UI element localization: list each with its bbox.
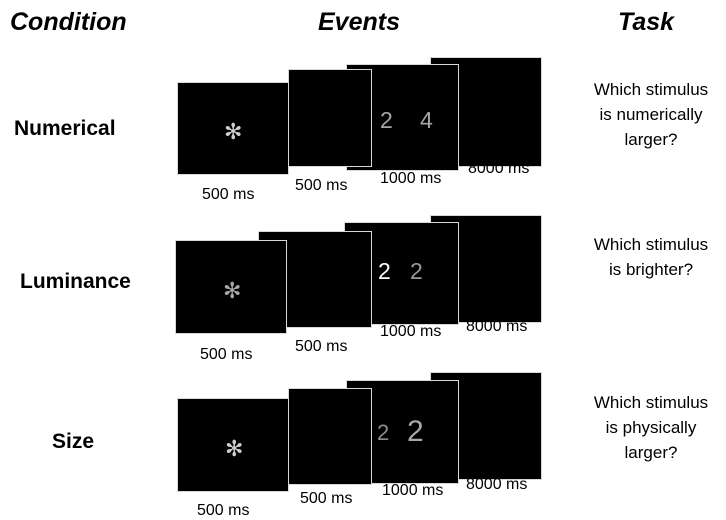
duration-blank: 500 ms <box>295 177 348 194</box>
task-line: Which stimulus <box>593 393 709 412</box>
duration-fixation: 500 ms <box>197 502 250 519</box>
stimulus-right-digit: 2 <box>410 258 423 284</box>
screen-fixation-luminance: ✻ <box>175 240 287 334</box>
duration-blank: 500 ms <box>295 338 348 355</box>
stimulus-left-digit: 2 <box>380 107 393 133</box>
condition-label-numerical: Numerical <box>14 117 116 140</box>
task-text-numerical: Which stimulus is numerically larger? <box>576 77 726 152</box>
duration-stimulus: 1000 ms <box>380 323 442 340</box>
duration-response: 8000 ms <box>466 318 528 335</box>
stimulus-right-digit: 2 <box>407 415 424 448</box>
stimulus-left-digit: 2 <box>378 258 391 284</box>
task-line: larger? <box>624 443 678 462</box>
screen-blank-interval-size <box>288 388 372 485</box>
task-line: is physically <box>605 418 697 437</box>
screen-fixation-numerical: ✻ <box>177 82 289 175</box>
task-text-size: Which stimulus is physically larger? <box>576 390 726 465</box>
duration-fixation: 500 ms <box>202 186 255 203</box>
duration-stimulus: 1000 ms <box>380 170 442 187</box>
duration-blank: 500 ms <box>300 490 353 507</box>
screen-fixation-size: ✻ <box>177 398 289 492</box>
duration-response: 8000 ms <box>468 160 530 177</box>
condition-label-luminance: Luminance <box>20 270 131 293</box>
duration-fixation: 500 ms <box>200 346 253 363</box>
task-line: is brighter? <box>608 260 694 279</box>
fixation-icon: ✻ <box>225 436 244 461</box>
header-events: Events <box>318 8 400 36</box>
stimulus-right-digit: 4 <box>420 107 433 133</box>
duration-response: 8000 ms <box>466 476 528 493</box>
task-line: Which stimulus <box>593 80 709 99</box>
task-line: Which stimulus <box>593 235 709 254</box>
screen-blank-interval-numerical <box>288 69 372 167</box>
task-line: is numerically <box>599 105 703 124</box>
fixation-icon: ✻ <box>224 119 243 144</box>
header-task: Task <box>618 8 675 36</box>
duration-stimulus: 1000 ms <box>382 482 444 499</box>
stimulus-left-digit: 2 <box>377 420 390 445</box>
task-text-luminance: Which stimulus is brighter? <box>576 232 726 282</box>
condition-label-size: Size <box>52 430 95 453</box>
fixation-icon: ✻ <box>223 278 242 303</box>
header-condition: Condition <box>10 8 127 36</box>
task-line: larger? <box>624 130 678 149</box>
